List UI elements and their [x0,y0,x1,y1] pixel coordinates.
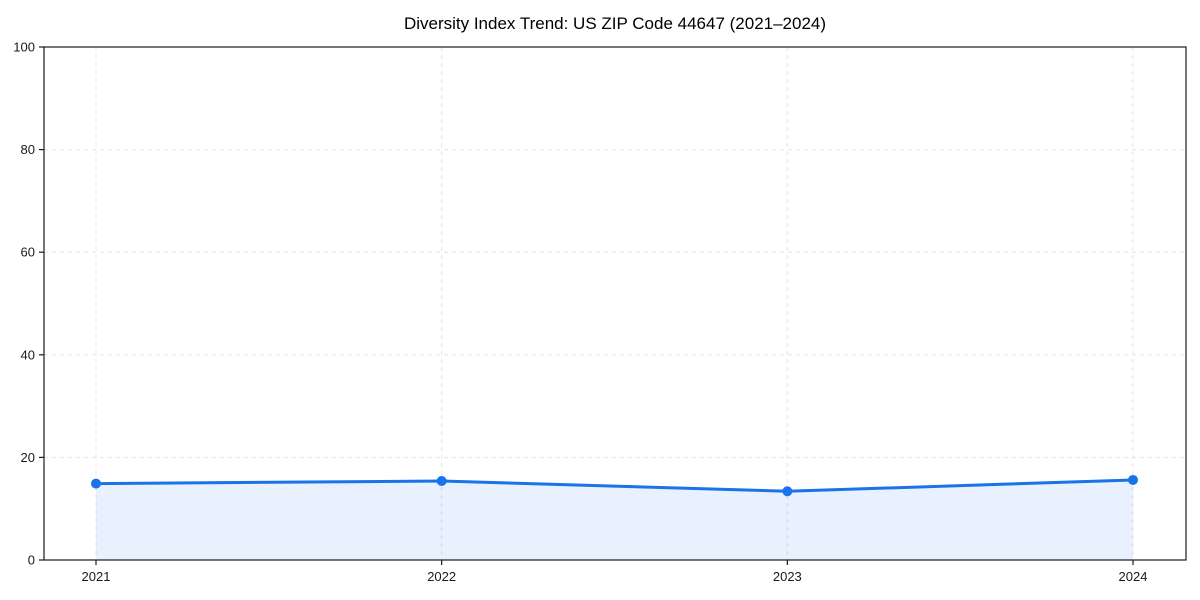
trend-line [94,478,1135,493]
x-tick-label: 2021 [82,569,111,584]
data-point-2023 [782,486,793,497]
x-tick-label: 2023 [773,569,802,584]
data-point-2021 [91,478,101,489]
y-tick-label: 100 [13,40,35,55]
y-tick-label: 20 [21,450,35,465]
y-tick-label: 0 [28,553,35,568]
grid-layer [44,47,1186,560]
y-tick-label: 80 [21,142,35,157]
data-point-2022 [436,475,447,486]
series-layer [91,474,1138,560]
y-tick-label: 60 [21,245,35,260]
data-point-2024 [1128,474,1138,485]
chart-title: Diversity Index Trend: US ZIP Code 44647… [404,14,826,33]
area-fill [96,479,1133,560]
axes-layer: 0 20 40 60 80 100 2021 2022 2023 2024 [13,40,1187,584]
x-tick-label: 2022 [427,569,456,584]
plot-border [43,46,1187,561]
x-tick-label: 2024 [1119,569,1148,584]
y-tick-label: 40 [21,347,35,362]
